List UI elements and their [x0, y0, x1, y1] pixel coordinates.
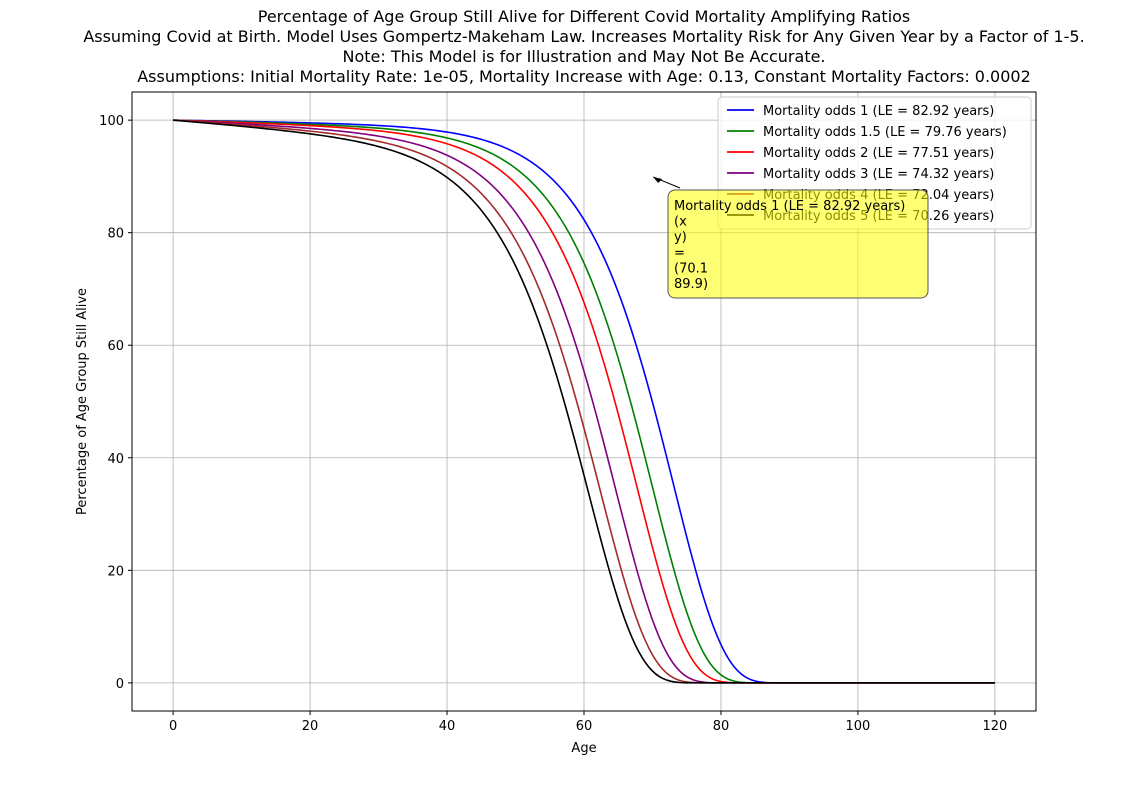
x-tick-label: 120 [982, 719, 1007, 734]
y-tick-label: 0 [116, 677, 124, 692]
x-tick-label: 40 [439, 719, 456, 734]
y-tick-label: 80 [107, 227, 124, 242]
x-axis-ticks: 0 20 40 60 80 100 120 [169, 711, 1007, 734]
annotation-box [667, 189, 929, 299]
y-axis-label: Percentage of Age Group Still Alive [75, 288, 90, 515]
x-tick-label: 100 [846, 719, 871, 734]
legend-label: Mortality odds 1 (LE = 82.92 years) [763, 104, 994, 119]
annotation-text-line: (x [674, 215, 687, 230]
annotation-text-line: y) [674, 230, 687, 245]
annotation-text-line: 89.9) [674, 277, 708, 292]
title-line: Assuming Covid at Birth. Model Uses Gomp… [83, 27, 1084, 46]
x-tick-label: 60 [576, 719, 593, 734]
x-axis-label: Age [571, 741, 596, 756]
y-tick-label: 20 [107, 564, 124, 579]
legend-label: Mortality odds 3 (LE = 74.32 years) [763, 167, 994, 182]
y-tick-label: 40 [107, 452, 124, 467]
y-tick-label: 100 [99, 114, 124, 129]
annotation-text-line: (70.1 [674, 261, 708, 276]
title-line: Note: This Model is for Illustration and… [342, 47, 825, 66]
annotation-arrowhead [653, 176, 663, 183]
y-axis-ticks: 0 20 40 60 80 100 [99, 114, 132, 692]
y-tick-label: 60 [107, 339, 124, 354]
annotation: Mortality odds 1 (LE = 82.92 years)(xy)=… [652, 176, 929, 299]
x-tick-label: 80 [713, 719, 730, 734]
title-line: Assumptions: Initial Mortality Rate: 1e-… [137, 67, 1031, 86]
annotation-text-line: Mortality odds 1 (LE = 82.92 years) [674, 199, 905, 214]
title-line: Percentage of Age Group Still Alive for … [258, 7, 911, 26]
x-tick-label: 20 [302, 719, 319, 734]
legend-label: Mortality odds 2 (LE = 77.51 years) [763, 146, 994, 161]
chart-title: Percentage of Age Group Still Alive for … [83, 7, 1084, 86]
x-tick-label: 0 [169, 719, 177, 734]
annotation-text-line: = [674, 246, 685, 261]
series-lines [173, 119, 995, 684]
legend-label: Mortality odds 1.5 (LE = 79.76 years) [763, 125, 1007, 140]
series-line-6 [173, 119, 995, 684]
